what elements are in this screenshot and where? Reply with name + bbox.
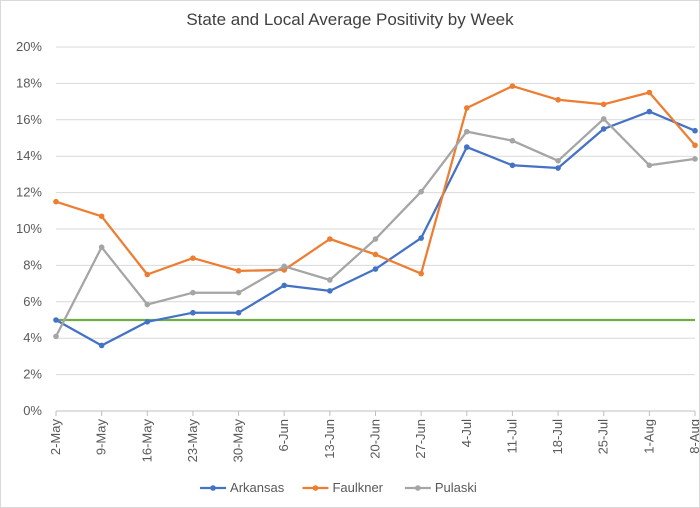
data-point-pulaski <box>372 236 379 242</box>
data-point-faulkner <box>600 101 607 108</box>
x-tick-label: 4-Jul <box>459 419 474 447</box>
data-point-pulaski <box>327 277 333 283</box>
legend-label: Arkansas <box>230 480 285 495</box>
data-point-arkansas <box>418 235 424 241</box>
data-point-faulkner <box>509 83 516 89</box>
data-point-pulaski <box>509 137 516 144</box>
data-point-faulkner <box>98 213 105 220</box>
legend-swatch-marker <box>415 485 421 491</box>
y-tick-label: 2% <box>23 367 42 382</box>
data-point-faulkner <box>53 198 59 205</box>
x-tick-label: 27-Jun <box>413 419 428 459</box>
y-tick-label: 0% <box>23 403 42 418</box>
y-tick-label: 20% <box>16 39 42 54</box>
x-tick-label: 11-Jul <box>504 419 519 454</box>
data-point-pulaski <box>600 116 607 122</box>
x-tick-label: 13-Jun <box>322 419 337 459</box>
x-tick-label: 1-Aug <box>641 419 656 454</box>
data-point-arkansas <box>53 317 59 323</box>
data-point-faulkner <box>235 268 242 274</box>
data-point-arkansas <box>692 127 698 134</box>
x-tick-label: 20-Jun <box>368 419 383 459</box>
x-tick-label: 23-May <box>185 419 200 463</box>
x-tick-label: 30-May <box>231 419 246 463</box>
data-point-faulkner <box>555 96 561 103</box>
data-point-faulkner <box>692 142 698 149</box>
data-point-faulkner <box>463 105 470 111</box>
data-point-arkansas <box>190 309 196 316</box>
gridlines <box>56 46 695 376</box>
y-tick-label: 18% <box>16 75 42 90</box>
legend-swatch-marker <box>210 485 216 491</box>
data-point-faulkner <box>646 89 653 96</box>
data-point-pulaski <box>463 128 470 135</box>
legend: Arkansas Faulkner Pulaski <box>200 480 477 495</box>
y-tick-label: 14% <box>16 148 42 163</box>
x-tick-label: 18-Jul <box>550 419 565 455</box>
data-point-arkansas <box>372 266 379 272</box>
data-point-arkansas <box>600 126 607 132</box>
chart-title: State and Local Average Positivity by We… <box>186 10 514 29</box>
legend-label: Faulkner <box>332 480 383 495</box>
x-tick-label: 16-May <box>139 419 154 463</box>
series-line-faulkner <box>55 84 696 276</box>
data-point-arkansas <box>327 288 333 294</box>
data-point-faulkner <box>144 271 151 278</box>
data-point-pulaski <box>555 157 561 164</box>
data-point-pulaski <box>235 289 242 296</box>
data-point-faulkner <box>327 236 333 242</box>
data-point-pulaski <box>144 301 151 308</box>
y-tick-label: 10% <box>16 221 42 236</box>
x-tick-label: 9-May <box>94 419 109 456</box>
data-point-arkansas <box>281 282 288 289</box>
data-point-arkansas <box>509 162 516 169</box>
x-tick-label: 2-May <box>48 419 63 456</box>
data-point-pulaski <box>190 289 196 296</box>
data-point-arkansas <box>555 165 561 171</box>
x-tick-label: 8-Aug <box>687 419 699 454</box>
data-point-arkansas <box>98 342 105 349</box>
data-point-pulaski <box>692 156 698 162</box>
data-point-faulkner <box>418 270 424 277</box>
data-point-arkansas <box>463 144 470 150</box>
x-tick-label: 6-Jun <box>276 419 291 452</box>
y-tick-label: 4% <box>23 330 42 345</box>
axes: 0% 2% 4% 6% 8% 10% 12% 14% 16% 18% 20% 2-May 9-May 16… <box>16 39 699 462</box>
data-point-arkansas <box>235 309 242 316</box>
x-tick-label: 25-Jul <box>596 419 611 455</box>
data-point-pulaski <box>53 333 59 340</box>
y-tick-label: 12% <box>16 185 42 200</box>
y-tick-label: 16% <box>16 112 42 127</box>
series-layer <box>53 83 698 349</box>
y-tick-label: 6% <box>23 294 42 309</box>
data-point-pulaski <box>281 263 288 270</box>
y-tick-label: 8% <box>23 257 42 272</box>
data-point-faulkner <box>190 255 196 261</box>
data-point-arkansas <box>144 319 151 325</box>
data-point-pulaski <box>98 244 105 250</box>
data-point-arkansas <box>646 108 653 115</box>
data-point-faulkner <box>372 251 379 258</box>
legend-label: Pulaski <box>435 480 477 495</box>
data-point-pulaski <box>646 162 653 169</box>
data-point-pulaski <box>418 188 424 195</box>
legend-swatch-marker <box>312 485 319 491</box>
series-line-pulaski <box>54 117 696 337</box>
